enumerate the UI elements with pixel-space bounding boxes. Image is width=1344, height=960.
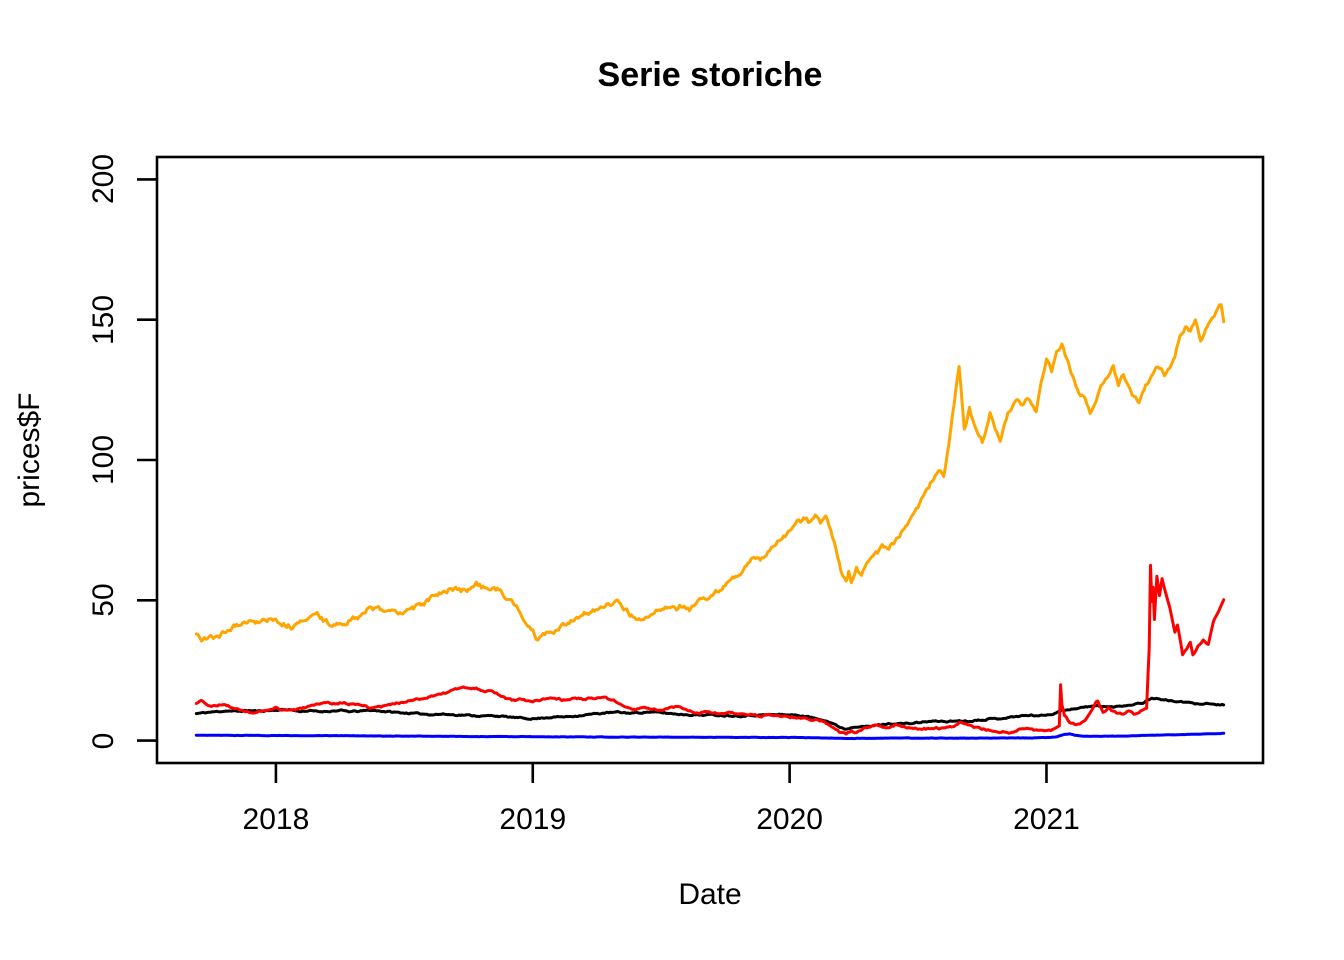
- y-axis-label: prices$F: [13, 392, 46, 508]
- x-tick-label: 2019: [499, 803, 567, 836]
- chart-title: Serie storiche: [597, 56, 823, 94]
- orange-series-line: [194, 303, 1226, 643]
- plot-frame: [155, 155, 1265, 765]
- x-tick-label: 2020: [756, 803, 823, 836]
- x-tick-label: 2021: [1013, 803, 1080, 836]
- x-tick-label: 2018: [242, 803, 310, 836]
- y-tick-label: 150: [87, 294, 120, 345]
- y-tick-label: 100: [87, 434, 120, 486]
- blue-series-line: [194, 731, 1226, 741]
- black-series-line: [194, 696, 1226, 731]
- y-tick-label: 50: [87, 583, 120, 617]
- red-series-line: [194, 563, 1226, 736]
- y-tick-label: 0: [87, 732, 120, 749]
- x-axis-label: Date: [678, 878, 742, 911]
- y-tick-label: 200: [87, 154, 120, 205]
